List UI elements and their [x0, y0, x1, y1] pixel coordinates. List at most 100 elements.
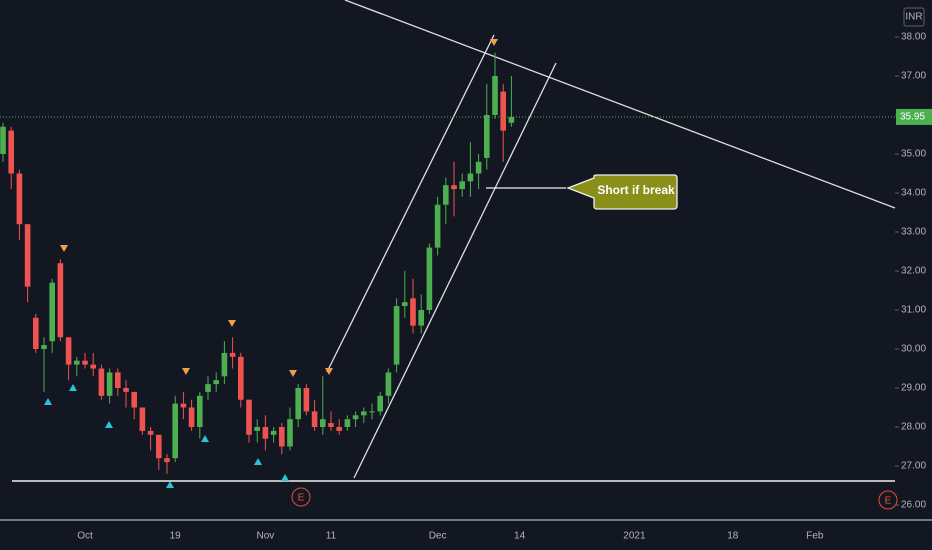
candle-body — [295, 388, 301, 420]
candle-body — [57, 263, 64, 338]
candle-body — [352, 415, 359, 420]
candle-body — [393, 306, 400, 365]
x-tick-label: 19 — [170, 531, 182, 542]
candle-body — [320, 419, 326, 427]
y-tick-label: 35.00 — [901, 149, 926, 160]
candle-body — [279, 427, 285, 447]
candle-body — [369, 411, 375, 413]
candle-body — [90, 364, 96, 369]
candle-body — [254, 427, 260, 431]
candle-body — [426, 247, 433, 310]
candle-body — [443, 185, 449, 205]
y-tick-label: 26.00 — [901, 500, 926, 511]
y-tick-label: 34.00 — [901, 188, 926, 199]
earnings-letter: E — [885, 496, 892, 507]
y-tick-label: 32.00 — [901, 266, 926, 277]
candle-body — [500, 91, 506, 131]
candle-body — [459, 181, 465, 190]
earnings-marker — [291, 487, 311, 507]
y-tick-label: 30.00 — [901, 344, 926, 355]
candle-body — [16, 173, 23, 225]
candle-body — [0, 126, 6, 154]
candle-body — [106, 372, 113, 396]
candle-body — [33, 317, 39, 349]
last-price-label: 35.95 — [900, 112, 925, 123]
channel-lower — [353, 62, 557, 479]
candle-body — [205, 384, 211, 392]
candle-body — [492, 76, 498, 115]
candle-body — [24, 224, 31, 287]
candle-body — [410, 298, 416, 326]
candle-body — [344, 419, 351, 427]
candle-body — [238, 356, 244, 400]
candle-body — [172, 403, 178, 459]
x-tick-label: Oct — [77, 531, 93, 542]
candle-body — [484, 115, 490, 158]
x-tick-label: 14 — [514, 531, 526, 542]
earnings-marker — [878, 490, 898, 510]
y-tick-label: 28.00 — [901, 422, 926, 433]
candle-body — [131, 391, 137, 408]
candle-body — [164, 458, 170, 463]
candle-body — [311, 411, 318, 427]
candle-body — [49, 282, 55, 342]
candle-body — [8, 130, 14, 174]
candle-body — [65, 337, 72, 365]
candle-body — [246, 399, 252, 435]
candle-body — [336, 427, 342, 431]
x-tick-label: Nov — [257, 531, 275, 542]
candle-body — [467, 173, 474, 182]
channel-upper — [326, 34, 495, 373]
candle-body — [229, 352, 236, 357]
y-tick-label: 38.00 — [901, 32, 926, 43]
candle-body — [156, 434, 162, 459]
candle-body — [377, 395, 383, 412]
earnings-letter: E — [298, 493, 305, 504]
candle-body — [262, 427, 269, 439]
candle-body — [270, 430, 277, 435]
candle-body — [197, 395, 203, 427]
candle-body — [123, 388, 129, 392]
candle-body — [287, 419, 293, 447]
y-tick-label: 29.00 — [901, 383, 926, 394]
candle-body — [418, 310, 424, 326]
resistance-line — [344, 0, 896, 209]
candle-body — [508, 116, 515, 123]
currency-box — [903, 7, 925, 27]
candle-body — [74, 360, 80, 365]
x-tick-label: 18 — [727, 531, 739, 542]
x-tick-label: Dec — [429, 531, 447, 542]
candle-body — [361, 411, 367, 416]
candle-body — [98, 368, 105, 396]
candle-body — [213, 380, 219, 385]
candle-body — [402, 302, 408, 307]
candle-body — [221, 352, 228, 377]
candle-body — [188, 407, 195, 427]
pivot-high-markers — [60, 39, 498, 377]
candle-body — [385, 372, 392, 396]
y-tick-label: 33.00 — [901, 227, 926, 238]
x-tick-label: Feb — [806, 531, 824, 542]
x-tick-label: 11 — [326, 531, 337, 542]
last-price-box — [896, 108, 932, 125]
y-tick-label: 27.00 — [901, 461, 926, 472]
x-tick-label: 2021 — [623, 531, 646, 542]
candle-body — [180, 403, 187, 408]
pivot-low-markers — [44, 384, 289, 488]
callout — [566, 174, 678, 210]
currency: INR — [905, 12, 922, 23]
candle-body — [139, 407, 146, 431]
y-tick-label: 37.00 — [901, 71, 926, 82]
candle-body — [41, 345, 47, 349]
candle-body — [328, 423, 334, 427]
candle-body — [434, 204, 441, 248]
candle-body — [475, 161, 482, 174]
candle-body — [451, 185, 457, 190]
candle-body — [147, 430, 154, 435]
candle-body — [303, 388, 310, 412]
y-tick-label: 31.00 — [901, 305, 926, 316]
callout-text: Short if break — [597, 183, 675, 197]
candle-body — [82, 360, 88, 365]
